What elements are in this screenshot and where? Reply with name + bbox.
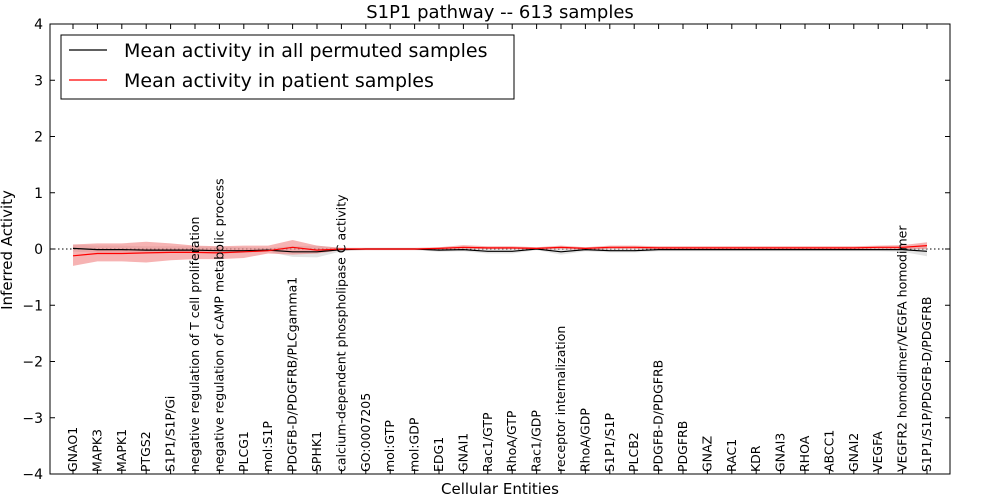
category-label: GNAI1 xyxy=(455,433,470,472)
category-label: RAC1 xyxy=(724,439,739,472)
y-tick-label: −3 xyxy=(22,411,43,427)
y-tick-label: 1 xyxy=(34,186,43,202)
category-label: receptor internalization xyxy=(553,326,568,472)
category-label: PDGFB-D/PDGFRB/PLCgamma1 xyxy=(285,277,300,472)
category-label: S1P1/S1P/Gi xyxy=(163,396,178,472)
category-label: VEGFA xyxy=(870,431,885,472)
category-label: RhoA/GTP xyxy=(504,410,519,472)
legend-label-permuted: Mean activity in all permuted samples xyxy=(124,40,487,62)
category-label: GNAI3 xyxy=(773,433,788,472)
category-label: GNAZ xyxy=(699,436,714,472)
category-label: S1P1/S1P xyxy=(602,413,617,472)
category-label: SPHK1 xyxy=(309,431,324,472)
series-line-patient xyxy=(72,245,928,257)
category-label: PLCG1 xyxy=(236,431,251,472)
y-axis-label: Inferred Activity xyxy=(0,190,16,310)
y-tick-label: 3 xyxy=(34,73,43,89)
category-label: RhoA/GDP xyxy=(577,408,592,472)
category-label: mol:GDP xyxy=(407,417,422,472)
category-label: negative regulation of cAMP metabolic pr… xyxy=(211,178,226,472)
chart-title: S1P1 pathway -- 613 samples xyxy=(366,2,634,23)
category-label: mol:S1P xyxy=(260,421,275,472)
y-tick-label: 4 xyxy=(34,17,43,33)
category-label: negative regulation of T cell proliferat… xyxy=(187,217,202,472)
category-label: calcium-dependent phospholipase C activi… xyxy=(333,194,348,472)
axis-ticks: −4 −3 −2 −1 0 1 2 3 4 xyxy=(22,17,950,483)
series-line-permuted xyxy=(72,247,928,253)
series-lines xyxy=(72,245,928,257)
y-tick-label: −4 xyxy=(22,467,43,483)
band-patient xyxy=(73,240,927,266)
category-label: GNAO1 xyxy=(65,427,80,472)
category-label: PDGFRB xyxy=(675,421,690,472)
legend-label-patient: Mean activity in patient samples xyxy=(124,70,434,92)
category-label: GNAI2 xyxy=(846,433,861,472)
category-label: RHOA xyxy=(797,435,812,472)
category-label: MAPK1 xyxy=(114,429,129,472)
category-labels: GNAO1 MAPK3 MAPK1 PTGS2 S1P1/S1P/Gi negative … xyxy=(65,178,934,472)
category-label: mol:GTP xyxy=(382,420,397,472)
y-tick-label: −2 xyxy=(22,355,43,371)
category-label: PLCB2 xyxy=(626,432,641,472)
category-label: ABCC1 xyxy=(821,430,836,472)
category-label: S1P1/S1P/PDGFB-D/PDGFRB xyxy=(919,297,934,473)
legend: Mean activity in all permuted samples Me… xyxy=(60,34,515,100)
legend-frame xyxy=(60,34,515,100)
x-axis-label: Cellular Entities xyxy=(441,480,559,498)
category-label: Rac1/GTP xyxy=(480,412,495,472)
y-tick-label: −1 xyxy=(22,298,43,314)
category-label: PDGFB-D/PDGFRB xyxy=(651,360,666,472)
category-label: MAPK3 xyxy=(89,429,104,472)
y-tick-label: 0 xyxy=(34,242,43,258)
category-label: EDG1 xyxy=(431,437,446,472)
category-label: VEGFR2 homodimer/VEGFA homodimer xyxy=(895,225,910,472)
category-label: GO:0007205 xyxy=(358,393,373,472)
y-tick-label: 2 xyxy=(34,130,43,146)
category-label: Rac1/GDP xyxy=(529,410,544,472)
category-label: KDR xyxy=(748,445,763,472)
category-label: PTGS2 xyxy=(138,431,153,472)
